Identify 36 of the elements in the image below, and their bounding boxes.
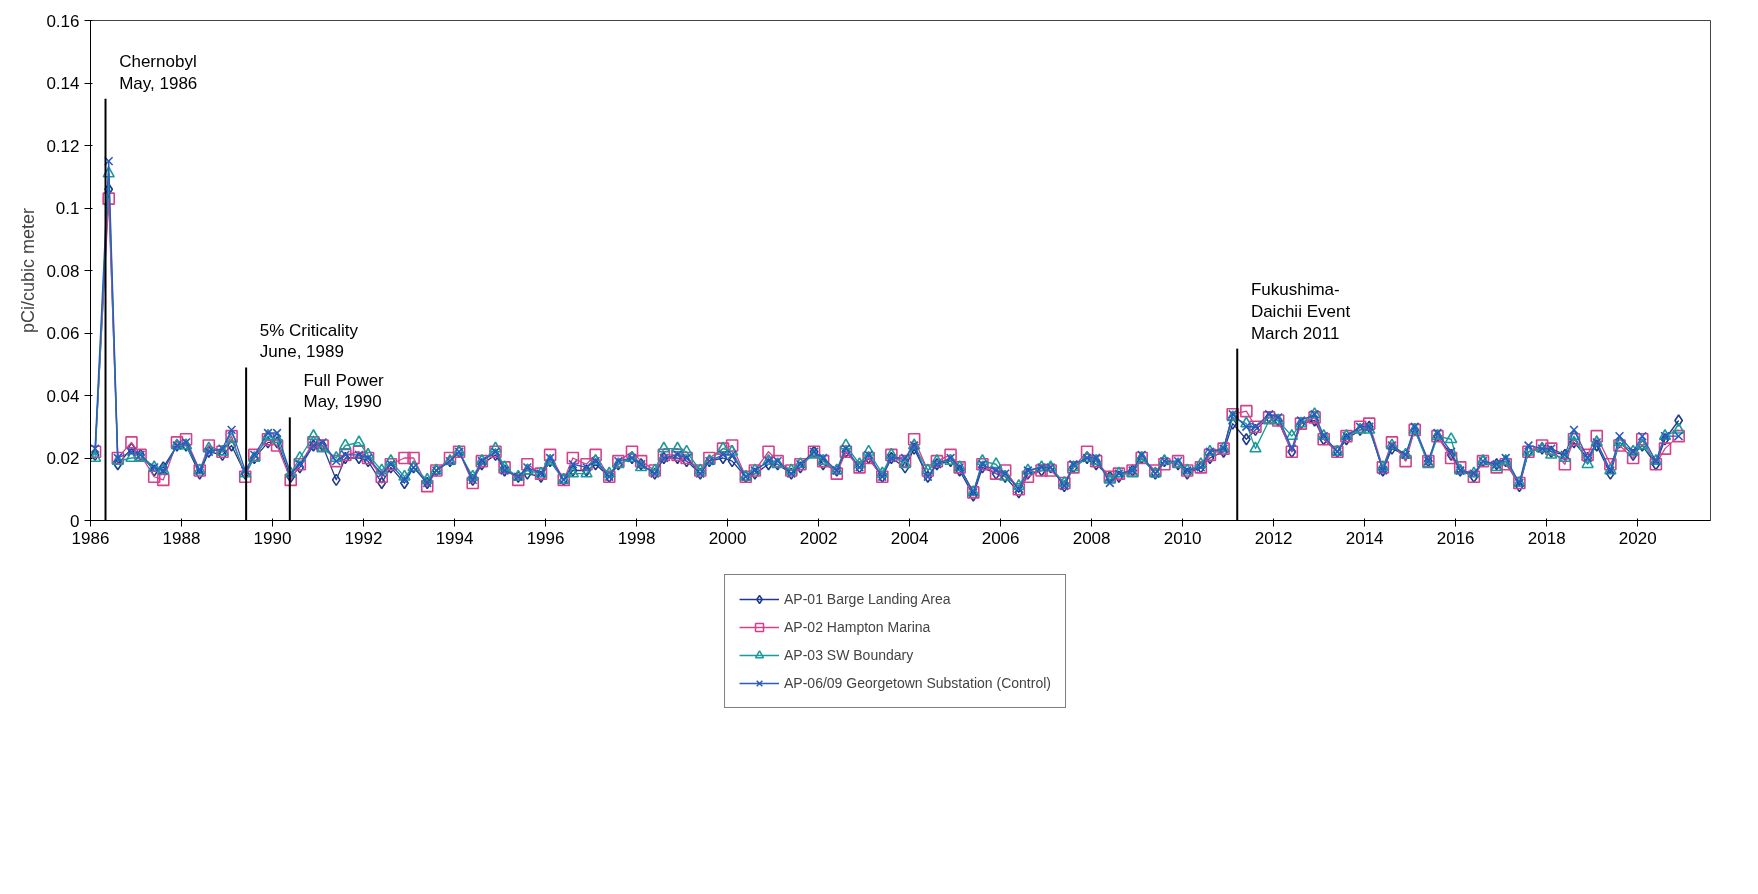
x-tick-label: 2016	[1436, 528, 1475, 548]
y-tick-label: 0	[70, 511, 80, 531]
y-tick-label: 0.08	[46, 261, 80, 281]
x-tick-label: 1992	[344, 528, 383, 548]
ref-line-label: 5% Criticality June, 1989	[259, 320, 359, 362]
x-tick-label: 1994	[435, 528, 474, 548]
x-tick-label: 2006	[981, 528, 1020, 548]
x-tick-label: 1998	[617, 528, 656, 548]
x-tick-label: 1990	[253, 528, 292, 548]
x-tick-label: 2002	[799, 528, 838, 548]
y-axis-title: pCi/cubic meter	[18, 207, 39, 334]
y-tick-label: 0.16	[46, 11, 80, 31]
x-tick-label: 2014	[1345, 528, 1384, 548]
x-tick-label: 2010	[1163, 528, 1202, 548]
x-tick-label: 2000	[708, 528, 747, 548]
ref-line-label: Full Power May, 1990	[303, 370, 385, 412]
x-tick-label: 1986	[71, 528, 110, 548]
x-tick-label: 2004	[890, 528, 929, 548]
x-tick-label: 2018	[1527, 528, 1566, 548]
x-tick-label: 2012	[1254, 528, 1293, 548]
legend-label: AP-06/09 Georgetown Substation (Control)	[784, 675, 1051, 691]
x-tick-label: 2020	[1618, 528, 1657, 548]
y-tick-label: 0.04	[46, 386, 80, 406]
y-tick-label: 0.1	[55, 199, 80, 218]
legend-label: AP-03 SW Boundary	[784, 647, 914, 663]
x-tick-label: 2008	[1072, 528, 1111, 548]
y-tick-label: 0.14	[46, 74, 80, 93]
x-tick-label: 1988	[162, 528, 201, 548]
ref-line-label: Fukushima- Daichii Event March 2011	[1250, 279, 1351, 343]
ref-line-label: Chernobyl May, 1986	[119, 51, 198, 93]
y-tick-label: 0.06	[46, 324, 80, 343]
legend-label: AP-01 Barge Landing Area	[784, 591, 951, 607]
legend-label: AP-02 Hampton Marina	[784, 619, 931, 635]
y-tick-label: 0.12	[46, 136, 80, 156]
y-tick-label: 0.02	[46, 449, 80, 468]
x-tick-label: 1996	[526, 528, 565, 548]
